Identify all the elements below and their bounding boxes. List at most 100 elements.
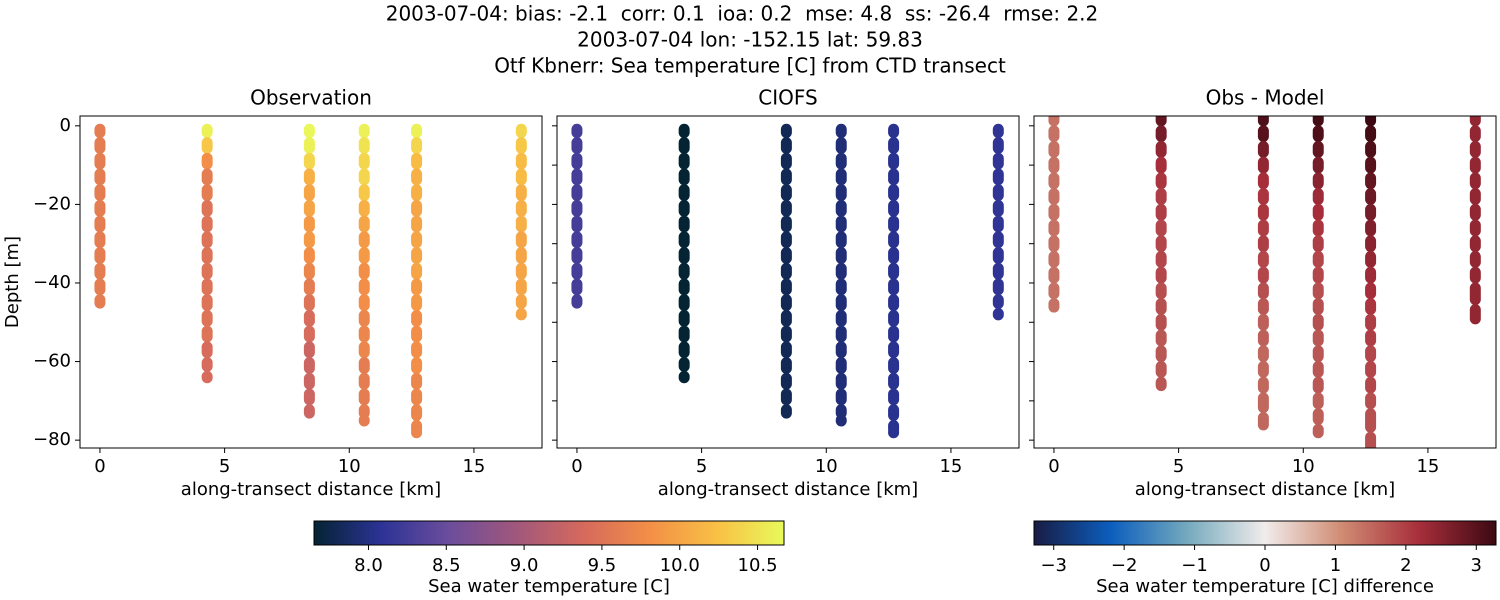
point: [1257, 313, 1269, 331]
point: [835, 372, 847, 390]
point: [94, 199, 106, 217]
point: [358, 137, 370, 154]
point: [1257, 266, 1269, 284]
point: [678, 309, 690, 327]
point: [1257, 412, 1269, 431]
point: [358, 184, 370, 201]
point: [571, 168, 583, 186]
x-tick-label: 5: [696, 456, 707, 477]
point: [888, 262, 900, 280]
point: [678, 184, 690, 201]
point: [780, 294, 792, 311]
point: [201, 341, 213, 359]
point: [411, 341, 423, 359]
point: [1257, 392, 1269, 414]
point: [1257, 116, 1269, 127]
point: [571, 199, 583, 217]
point: [888, 215, 900, 233]
y-axis-label: Depth [m]: [2, 236, 23, 328]
point: [1155, 376, 1167, 392]
point: [1257, 298, 1269, 315]
point: [1365, 203, 1377, 221]
point: [780, 215, 792, 233]
point: [888, 168, 900, 186]
point: [1469, 125, 1481, 143]
point: [780, 357, 792, 374]
point: [358, 168, 370, 186]
point: [780, 309, 792, 327]
point: [992, 262, 1004, 280]
colorbar-tick-label: −3: [1040, 555, 1067, 576]
y-tick-label: −60: [33, 351, 71, 372]
point: [888, 426, 900, 439]
point: [515, 262, 527, 280]
point: [411, 152, 423, 170]
point: [358, 357, 370, 374]
point: [888, 309, 900, 327]
point: [358, 278, 370, 296]
point: [992, 308, 1004, 321]
axes-frame: [556, 115, 1020, 449]
point: [358, 262, 370, 280]
point: [1312, 116, 1324, 127]
point: [201, 231, 213, 249]
y-tick-label: −80: [33, 429, 71, 450]
point: [411, 325, 423, 343]
point: [303, 388, 315, 406]
point: [1312, 408, 1324, 425]
point: [1312, 329, 1324, 347]
point: [678, 168, 690, 186]
point: [992, 215, 1004, 233]
point: [411, 123, 423, 139]
point: [94, 168, 106, 186]
point: [1365, 313, 1377, 331]
point: [1365, 219, 1377, 237]
point: [303, 247, 315, 264]
suptitle: 2003-07-04: bias: -2.1 corr: 0.1 ioa: 0.…: [386, 2, 1099, 26]
point: [94, 247, 106, 264]
suptitle: Otf Kbnerr: Sea temperature [C] from CTD…: [494, 54, 1006, 78]
point: [1048, 116, 1060, 127]
axes-frame: [79, 115, 543, 449]
point: [888, 199, 900, 217]
points: [94, 123, 527, 439]
point: [411, 404, 423, 421]
point: [1469, 219, 1481, 237]
point: [992, 137, 1004, 154]
point: [94, 152, 106, 170]
point: [201, 168, 213, 186]
point: [888, 247, 900, 264]
point: [1365, 408, 1377, 433]
point: [1155, 203, 1167, 221]
point: [992, 152, 1004, 170]
point: [1155, 116, 1167, 127]
point: [1365, 392, 1377, 410]
point: [780, 231, 792, 249]
point: [1048, 156, 1060, 174]
point: [678, 341, 690, 359]
x-tick-label: 5: [1173, 456, 1184, 477]
point: [835, 152, 847, 170]
point: [411, 278, 423, 296]
point: [835, 168, 847, 186]
point: [835, 294, 847, 311]
point: [888, 294, 900, 311]
point: [835, 199, 847, 217]
point: [303, 262, 315, 280]
point: [1365, 361, 1377, 378]
point: [1365, 172, 1377, 190]
point: [94, 231, 106, 249]
point: [201, 215, 213, 233]
point: [1155, 156, 1167, 174]
point: [1469, 156, 1481, 174]
point: [515, 294, 527, 310]
point: [835, 357, 847, 374]
point: [411, 137, 423, 154]
point: [678, 137, 690, 154]
panel-title: Obs - Model: [1206, 86, 1325, 110]
point: [201, 199, 213, 217]
point: [780, 123, 792, 139]
point: [303, 168, 315, 186]
point: [1365, 235, 1377, 253]
point: [303, 404, 315, 419]
